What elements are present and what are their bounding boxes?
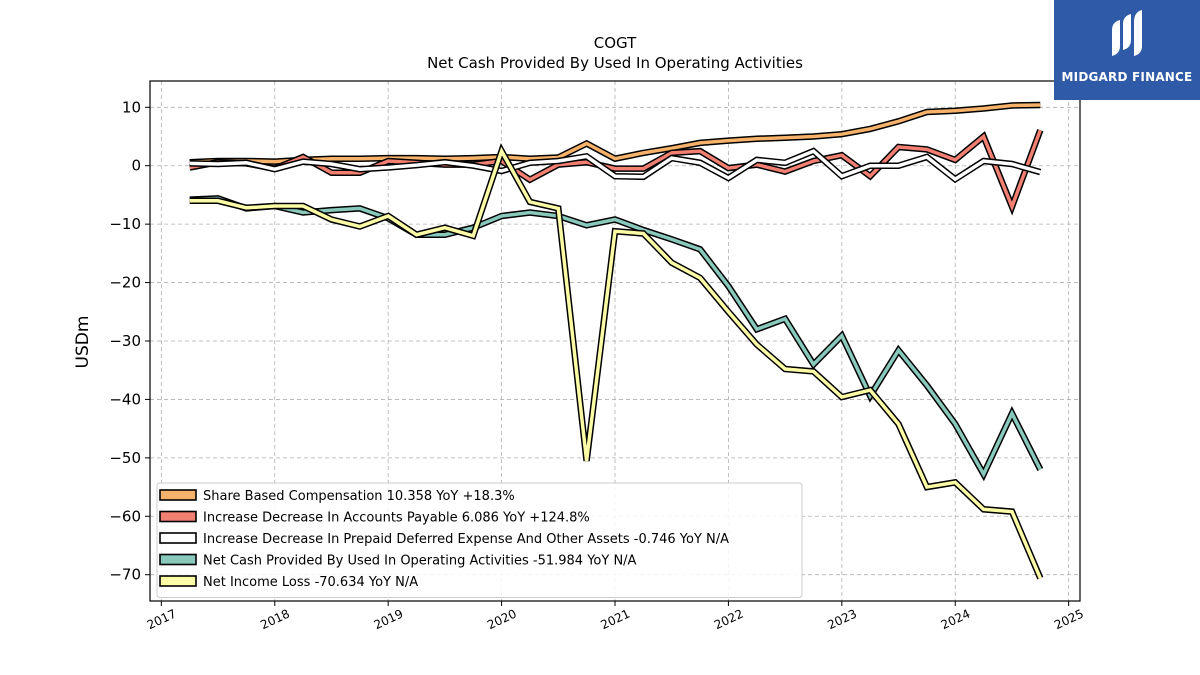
series-3 [189,195,1044,482]
logo-mark-icon [1112,10,1142,56]
series-4 [189,143,1044,580]
y-tick-label: −30 [109,332,141,350]
y-tick-label: −10 [109,215,141,233]
series-line [189,129,1042,212]
x-tick-label: 2017 [145,607,179,633]
y-axis-label: USDm [73,316,93,369]
series-line [189,146,1042,579]
y-tick-label: 0 [131,157,141,175]
series-2 [189,147,1042,184]
legend-swatch [159,553,197,566]
legend-box [156,482,803,598]
legend-item: Net Cash Provided By Used In Operating A… [159,553,637,569]
x-tick-label: 2022 [712,607,746,633]
legend-label: Net Cash Provided By Used In Operating A… [203,554,637,569]
legend-label: Increase Decrease In Prepaid Deferred Ex… [203,532,729,547]
legend-label: Increase Decrease In Accounts Payable 6.… [203,511,590,526]
legend-label: Net Income Loss -70.634 YoY N/A [203,575,418,590]
legend-swatch [159,489,197,501]
legend-item: Increase Decrease In Accounts Payable 6.… [159,510,590,526]
legend-label: Share Based Compensation 10.358 YoY +18.… [203,489,515,504]
series-lines [189,101,1044,580]
x-tick-label: 2025 [1052,607,1086,633]
y-tick-label: −20 [109,274,141,292]
y-tick-label: −50 [109,449,141,467]
x-tick-label: 2023 [825,607,859,633]
legend-swatch [159,575,197,587]
midgard-finance-logo: MIDGARD FINANCE [1054,0,1200,100]
logo-text: MIDGARD FINANCE [1061,70,1193,84]
y-tick-label: −70 [109,566,141,584]
legend-swatch [159,532,197,544]
series-line [189,103,1041,164]
x-tick-label: 2024 [939,607,973,633]
y-tick-label: −60 [109,507,141,525]
legend-item: Increase Decrease In Prepaid Deferred Ex… [159,532,729,547]
legend-item: Net Income Loss -70.634 YoY N/A [159,575,418,590]
y-tick-label: −40 [109,390,141,408]
x-tick-label: 2018 [258,607,292,633]
series-line [189,196,1042,479]
y-tick-label: 10 [122,98,141,116]
series-line [189,149,1041,182]
legend-item: Share Based Compensation 10.358 YoY +18.… [159,489,515,504]
x-tick-label: 2020 [485,607,519,633]
legend: Share Based Compensation 10.358 YoY +18.… [156,482,803,598]
x-tick-label: 2021 [599,607,633,633]
chart-subtitle: Net Cash Provided By Used In Operating A… [427,54,803,72]
chart-title: COGT [594,34,637,52]
series-0 [189,101,1041,166]
legend-swatch [159,510,197,523]
series-1 [189,128,1044,216]
x-tick-label: 2019 [372,607,406,633]
